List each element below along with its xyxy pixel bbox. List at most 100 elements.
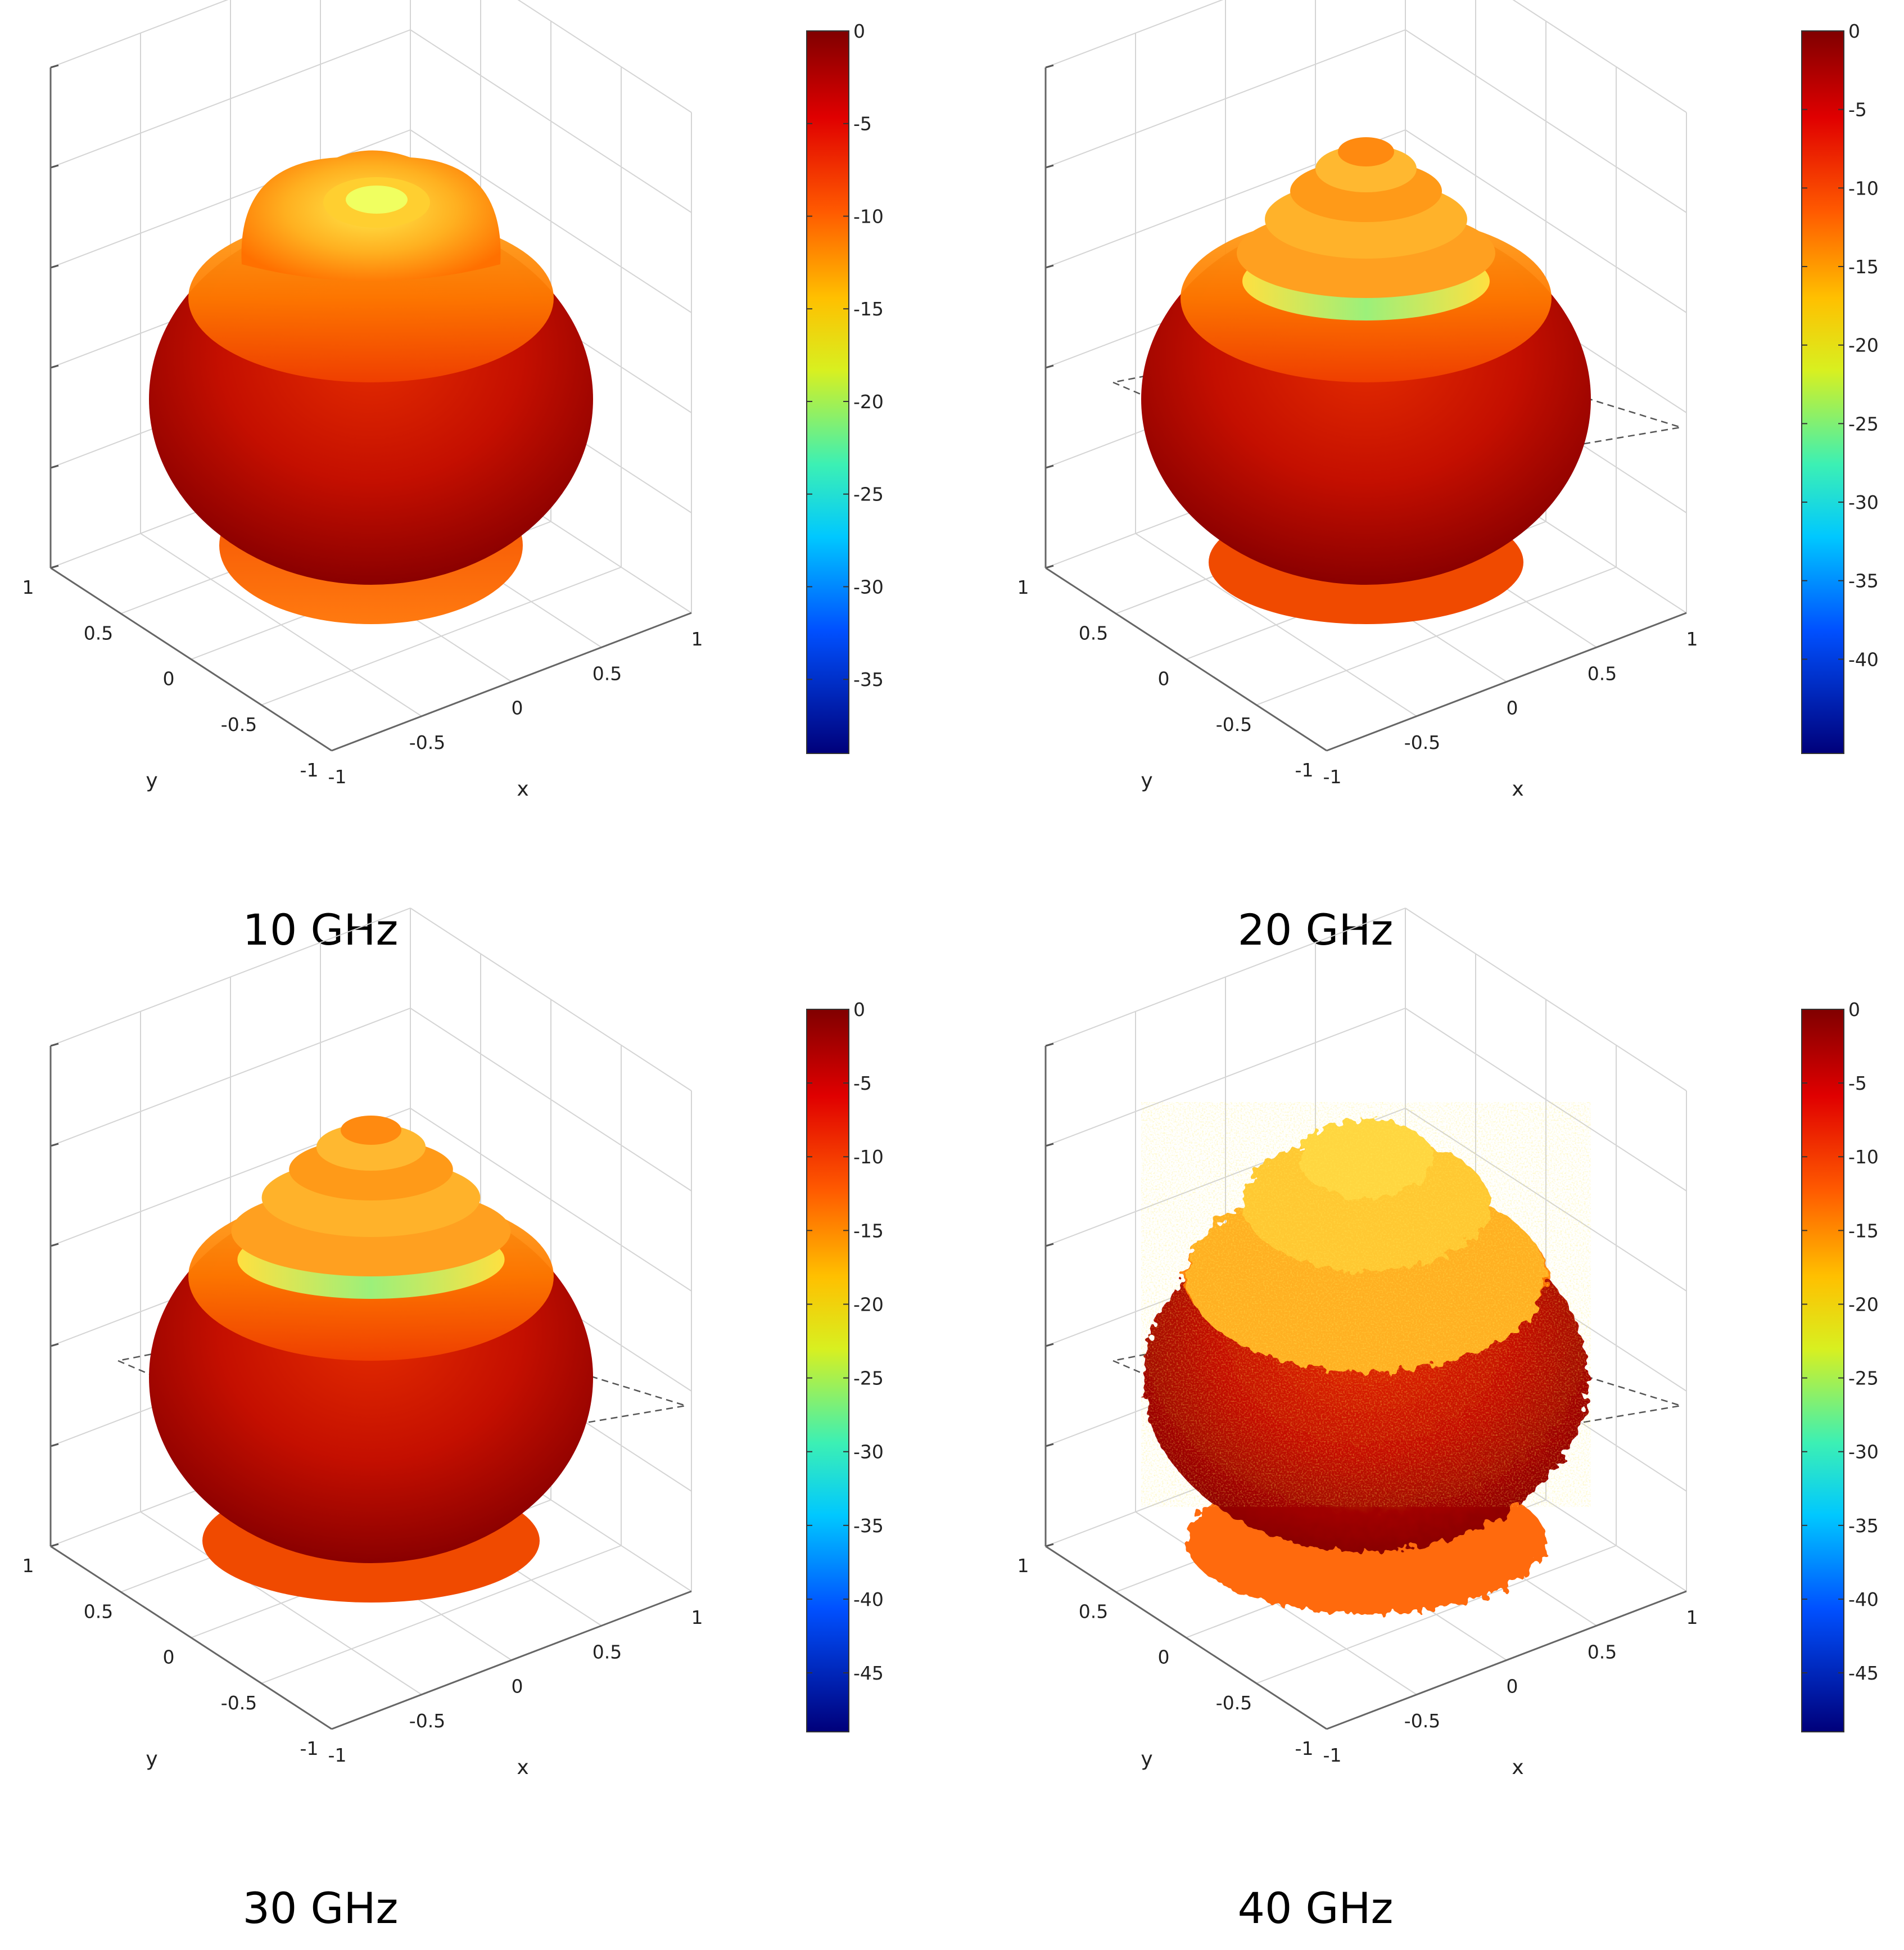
- z-tick-mark: [50, 464, 59, 469]
- wall-grid-line: [50, 1008, 411, 1146]
- colorbar-tick-label: -15: [1848, 256, 1879, 278]
- wall-grid-line: [1045, 0, 1224, 68]
- colorbar-tick-label: -45: [853, 1662, 884, 1684]
- ring-5: [1338, 137, 1394, 166]
- colorbar-tick-label: 0: [1848, 20, 1860, 42]
- y-axis-line: [50, 567, 332, 752]
- z-tick-mark: [50, 1443, 59, 1447]
- colorbar-tick-label: -35: [1848, 570, 1879, 592]
- colorbar-tick-label: -30: [853, 1441, 884, 1463]
- wall-grid-line: [410, 1008, 692, 1191]
- x-axis-label: x: [1512, 1756, 1523, 1779]
- x-axis-line: [331, 612, 692, 752]
- colorbar-tick-label: -15: [853, 298, 884, 320]
- z-tick-mark: [1045, 364, 1054, 369]
- colorbar-tick-label: -45: [1848, 1662, 1879, 1684]
- y-tick-label: 0: [1158, 668, 1170, 690]
- y-tick-label: -1: [300, 759, 319, 781]
- pattern-surface: [149, 150, 593, 624]
- x-tick-label: -0.5: [1404, 732, 1440, 753]
- wall-grid-line: [410, 29, 692, 213]
- ring-5: [341, 1116, 401, 1145]
- y-tick-label: 0: [1158, 1646, 1170, 1668]
- panel-caption: 40 GHz: [1238, 1883, 1394, 1933]
- colorbar-tick-label: -25: [853, 1367, 884, 1389]
- z-tick-mark: [1045, 464, 1054, 469]
- pattern-surface: [1141, 137, 1591, 624]
- colorbar-tick-label: -10: [1848, 177, 1879, 199]
- speckle-texture: [1141, 1102, 1591, 1507]
- y-tick-label: -0.5: [221, 714, 257, 735]
- colorbar-tick-label: -40: [1848, 648, 1879, 670]
- colorbar-tick-label: -35: [1848, 1515, 1879, 1537]
- z-tick-mark: [50, 1243, 59, 1247]
- x-tick-label: 0.5: [593, 662, 622, 684]
- z-tick-mark: [1045, 565, 1054, 569]
- colorbar-tick-label: -25: [853, 484, 884, 505]
- z-tick-mark: [1045, 1343, 1054, 1347]
- x-tick-label: -0.5: [409, 732, 445, 753]
- colorbar-tick-label: -30: [1848, 1441, 1879, 1463]
- wall-grid-line: [517, 0, 692, 113]
- x-tick-label: 0: [1507, 1676, 1518, 1698]
- x-tick-label: 0: [512, 697, 523, 719]
- colorbar-tick-label: -15: [853, 1220, 884, 1242]
- colorbar-tick-label: -10: [853, 1146, 884, 1168]
- z-tick-mark: [50, 364, 59, 369]
- colorbar-tick-label: -20: [853, 1293, 884, 1315]
- z-tick-mark: [1045, 264, 1054, 269]
- y-axis-label: y: [146, 769, 157, 792]
- y-tick-label: 0.5: [1079, 1600, 1108, 1622]
- x-tick-label: 1: [691, 1606, 703, 1628]
- y-axis-label: y: [1141, 1748, 1152, 1771]
- y-tick-label: 0.5: [84, 1600, 113, 1622]
- y-axis-line: [1045, 1545, 1327, 1730]
- y-tick-label: -1: [1295, 759, 1314, 781]
- z-tick-mark: [1045, 1543, 1054, 1547]
- colorbar-tick-label: 0: [1848, 999, 1860, 1021]
- z-tick-mark: [1045, 1243, 1054, 1247]
- y-tick-label: -1: [1295, 1737, 1314, 1759]
- colorbar-tick-label: 0: [853, 999, 865, 1021]
- wall-grid-line: [1405, 129, 1687, 313]
- x-tick-label: -1: [1323, 1744, 1342, 1766]
- y-axis-line: [50, 1545, 332, 1730]
- colorbar-tick-label: -5: [1848, 1072, 1867, 1094]
- panel-caption: 30 GHz: [243, 1883, 399, 1933]
- z-tick-mark: [50, 565, 59, 569]
- panel-30ghz: 1 0.5 0 -0.5 -1 -1 -0.5 0 0.5 1 y x 0 -5 -10 -15 -20 -25 -…: [22, 908, 884, 1933]
- wall-grid-line: [50, 129, 411, 268]
- colorbar: [806, 1009, 849, 1732]
- wall-grid-line: [1405, 908, 1687, 1091]
- panel-20ghz: 1 0.5 0 -0.5 -1 -1 -0.5 0 0.5 1 y x 0 -5 -10 -15 -20 -25 -…: [1017, 0, 1879, 955]
- x-axis-label: x: [1512, 778, 1523, 801]
- wall-grid-line: [1512, 0, 1687, 113]
- y-tick-label: 0: [163, 668, 175, 690]
- y-axis-label: y: [1141, 769, 1152, 792]
- z-tick-mark: [50, 1143, 59, 1147]
- colorbar-tick-label: -25: [1848, 413, 1879, 435]
- y-tick-label: 0.5: [1079, 622, 1108, 644]
- colorbar-tick-label: -5: [1848, 99, 1867, 121]
- colorbar-tick-label: -20: [1848, 1293, 1879, 1315]
- x-tick-label: 1: [691, 628, 703, 650]
- colorbar-tick-label: -40: [853, 1588, 884, 1610]
- y-tick-label: 0.5: [84, 622, 113, 644]
- panel-10ghz: 1 0.5 0 -0.5 -1 -1 -0.5 0 0.5 1 y x 0 -5 -10 -15 -20 -25 -…: [22, 0, 884, 955]
- z-tick-mark: [50, 1543, 59, 1547]
- z-tick-mark: [1045, 164, 1054, 169]
- z-tick-mark: [50, 264, 59, 269]
- x-axis-label: x: [517, 1756, 528, 1779]
- y-tick-label: -0.5: [221, 1692, 257, 1714]
- y-tick-label: 1: [22, 576, 34, 598]
- y-tick-label: 0: [163, 1646, 175, 1668]
- colorbar-tick-label: -35: [853, 1515, 884, 1537]
- x-tick-label: -1: [328, 1744, 347, 1766]
- z-tick-mark: [50, 1343, 59, 1347]
- x-tick-label: 0.5: [1588, 662, 1617, 684]
- colorbar-tick-label: -35: [853, 669, 884, 690]
- panel-40ghz: 1 0.5 0 -0.5 -1 -1 -0.5 0 0.5 1 y x 0 -5 -10 -15 -20 -25 -…: [1017, 908, 1879, 1933]
- x-tick-label: -1: [328, 766, 347, 788]
- colorbar: [1801, 30, 1844, 754]
- wall-grid-line: [1405, 29, 1687, 213]
